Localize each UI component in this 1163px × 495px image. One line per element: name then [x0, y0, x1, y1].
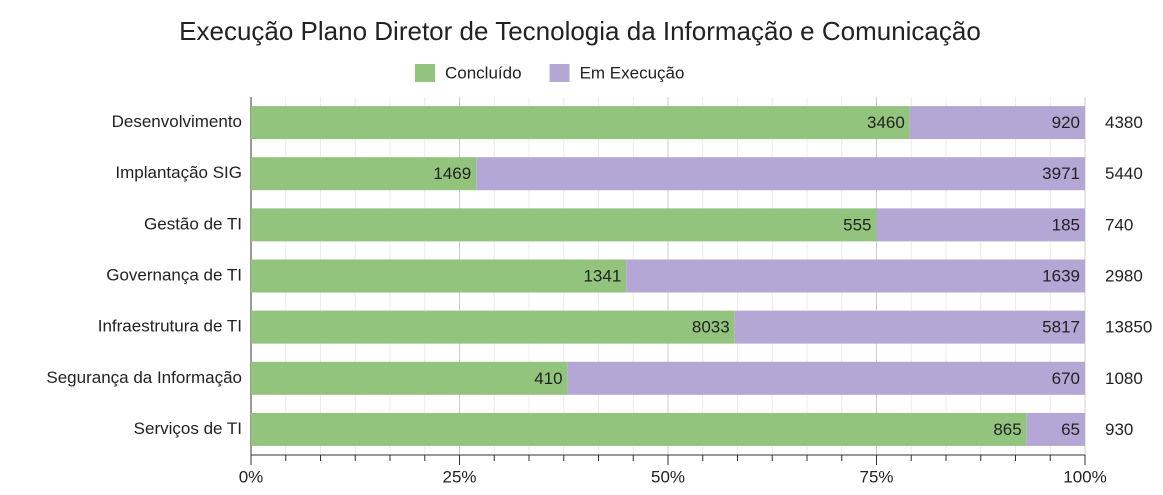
bar-segment	[251, 412, 1027, 446]
bar-segment	[734, 310, 1085, 344]
data-label: 555	[843, 215, 871, 234]
data-label: 1341	[583, 266, 621, 285]
data-label: 920	[1052, 113, 1080, 132]
x-tick-label: 25%	[442, 467, 476, 486]
bar-segment	[251, 361, 568, 395]
data-label: 5817	[1042, 318, 1080, 337]
data-label: 865	[993, 420, 1021, 439]
bar-segment	[626, 259, 1085, 293]
bar-segment	[909, 106, 1085, 140]
y-tick-label: Desenvolvimento	[112, 112, 242, 131]
legend-label: Concluído	[445, 63, 522, 82]
data-label: 185	[1052, 215, 1080, 234]
total-label: 4380	[1105, 113, 1143, 132]
data-label: 670	[1052, 369, 1080, 388]
total-label: 930	[1105, 420, 1133, 439]
data-label: 8033	[692, 318, 730, 337]
total-label: 13850	[1105, 318, 1152, 337]
legend-label: Em Execução	[580, 63, 685, 82]
chart-title: Execução Plano Diretor de Tecnologia da …	[179, 16, 981, 46]
data-label: 3971	[1042, 164, 1080, 183]
data-label: 65	[1061, 420, 1080, 439]
bar-segment	[1026, 412, 1085, 446]
x-tick-label: 50%	[651, 467, 685, 486]
total-label: 5440	[1105, 164, 1143, 183]
data-label: 410	[534, 369, 562, 388]
total-label: 2980	[1105, 266, 1143, 285]
total-label: 740	[1105, 215, 1133, 234]
bar-segment	[876, 208, 1085, 242]
x-tick-label: 75%	[859, 467, 893, 486]
legend-swatch	[549, 64, 570, 82]
data-label: 1469	[433, 164, 471, 183]
bar-segment	[251, 259, 627, 293]
data-label: 1639	[1042, 266, 1080, 285]
bar-segment	[251, 310, 735, 344]
x-tick-label: 100%	[1063, 467, 1106, 486]
bar-segment	[251, 208, 877, 242]
y-tick-label: Serviços de TI	[134, 419, 242, 438]
y-tick-label: Segurança da Informação	[46, 368, 242, 387]
bar-segment	[476, 157, 1085, 191]
legend-swatch	[415, 64, 435, 82]
bar-segment	[567, 361, 1085, 395]
y-tick-label: Gestão de TI	[144, 214, 242, 233]
bar-segment	[251, 157, 477, 191]
y-tick-label: Infraestrutura de TI	[98, 317, 242, 336]
bar-segment	[251, 106, 910, 140]
y-tick-label: Implantação SIG	[115, 163, 242, 182]
y-tick-label: Governança de TI	[106, 265, 242, 284]
x-tick-label: 0%	[239, 467, 264, 486]
data-label: 3460	[867, 113, 905, 132]
total-label: 1080	[1105, 369, 1143, 388]
